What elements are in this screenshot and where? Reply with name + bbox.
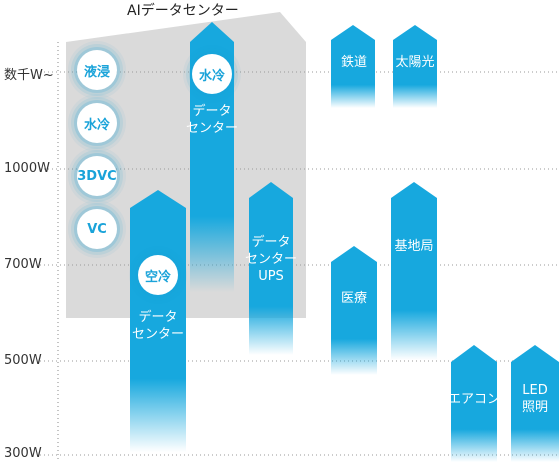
label-medical: 医療 [318,290,390,307]
y-label-thousands: 数千W~ [4,64,54,83]
label-datacenter-air: データ センター [122,309,194,343]
label-led-lighting: LED 照明 [499,382,559,416]
datacenter-water-circle: 水冷 [192,54,232,94]
label-base-station: 基地局 [378,238,450,255]
label-solar: 太陽光 [379,54,451,71]
immersion-circle: 液浸 [77,50,117,90]
y-label-1000w: 1000W [4,161,50,176]
y-label-700w: 700W [4,257,42,272]
ai-datacenter-title: AIデータセンター [127,0,239,20]
y-label-500w: 500W [4,353,42,368]
air-cooling-circle: 空冷 [138,255,178,295]
label-datacenter-water: データ センター [176,103,248,137]
vc-circle: VC [77,209,117,249]
arrow-medical [331,246,377,375]
label-datacenter-ups: データ センター UPS [235,234,307,285]
3dvc-circle: 3DVC [77,156,117,196]
water-cooling-circle: 水冷 [77,103,117,143]
y-label-300w: 300W [4,446,42,461]
arrow-base-station [391,182,437,360]
